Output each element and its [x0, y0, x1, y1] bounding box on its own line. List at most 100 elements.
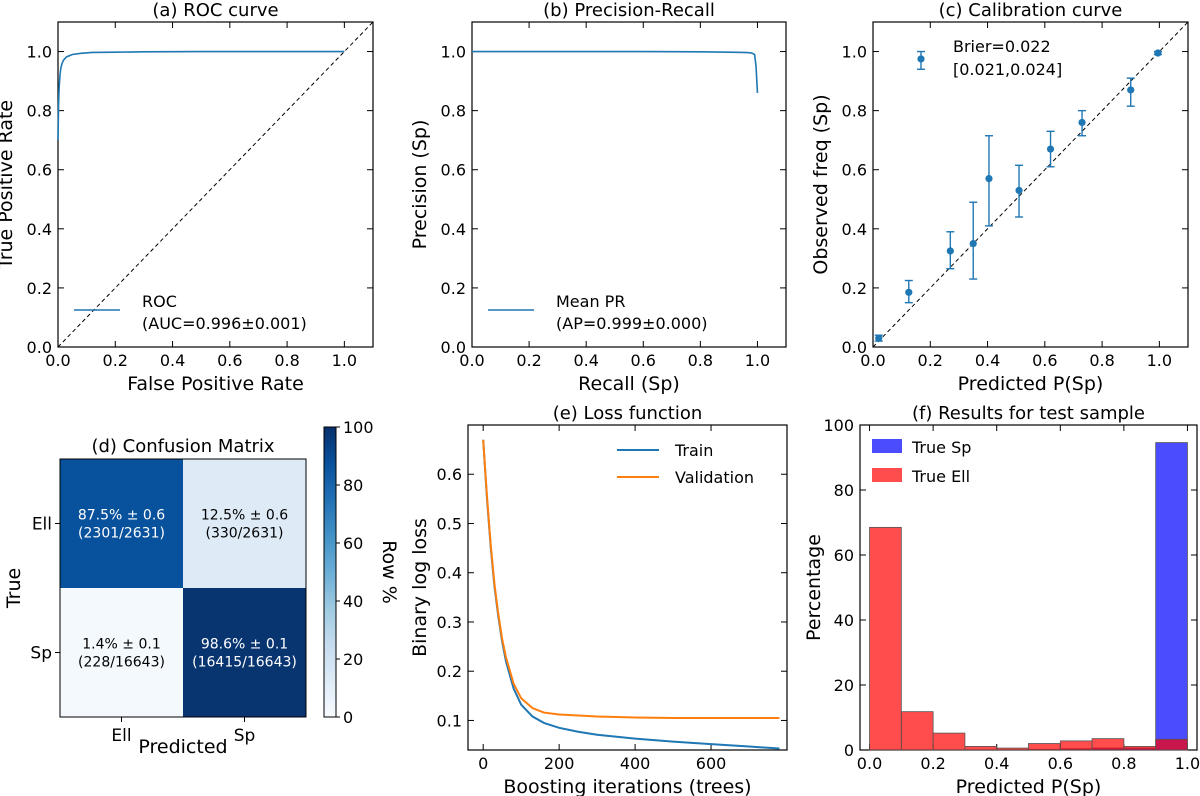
x-axis-label: Boosting iterations (trees) [503, 776, 751, 796]
x-tick-label: 0.8 [1111, 754, 1136, 773]
legend-label: Train [674, 441, 713, 460]
panel-e-loss-function: 0 200 400 600 0.1 0.2 0.3 0.4 0.5 0.6 (e) Loss fun… [409, 403, 788, 796]
cell-percentage: 12.5% ± 0.6 [201, 508, 288, 524]
x-tick-label: 0.8 [274, 351, 299, 370]
calibration-point [905, 288, 913, 296]
y-tick-label: 0.5 [437, 514, 462, 533]
x-tick-label: 0.0 [860, 351, 885, 370]
panel-b-precision-recall: 0.0 0.2 0.4 0.6 0.8 1.0 0.0 0.2 0.4 0.6 0.8 1.0 (b) … [409, 0, 787, 395]
x-tick-label: 0.6 [217, 351, 242, 370]
legend-label: [0.021,0.024] [953, 60, 1062, 79]
matrix-cell [183, 459, 306, 588]
histogram-bar [869, 526, 902, 751]
histogram-bar [1059, 740, 1093, 751]
y-tick-label: 0.0 [441, 338, 466, 357]
y-axis-label: Precision (Sp) [409, 120, 431, 250]
y-tick-label: 0.6 [437, 465, 462, 484]
col-label: Sp [234, 726, 256, 746]
cell-count: (330/2631) [206, 526, 284, 542]
x-tick-label: 600 [696, 754, 727, 773]
x-axis-label: False Positive Rate [127, 373, 304, 395]
colorbar [323, 426, 337, 718]
panel-title: (c) Calibration curve [939, 0, 1123, 21]
legend-marker [917, 55, 925, 63]
matrix-cell [60, 588, 183, 717]
colorbar-tick-label: 20 [343, 650, 363, 669]
y-tick-label: 40 [834, 611, 854, 630]
matrix-cell [183, 588, 306, 717]
calibration-point [875, 334, 883, 342]
x-tick-label: 0.8 [688, 351, 713, 370]
panel-a-roc: 0.0 0.2 0.4 0.6 0.8 1.0 0.0 0.2 0.4 0.6 0.8 1.0 (a) … [0, 0, 374, 395]
x-tick-label: 0.4 [573, 351, 598, 370]
y-tick-label: 1.0 [441, 43, 466, 62]
curve-line [57, 50, 345, 141]
x-tick-label: 0.0 [857, 754, 882, 773]
y-tick-label: 80 [834, 481, 854, 500]
histogram-bar [1155, 738, 1188, 751]
cell-count: (228/16643) [78, 655, 165, 671]
matrix-cell [60, 459, 183, 588]
panel-title: (d) Confusion Matrix [91, 436, 274, 457]
cell-percentage: 87.5% ± 0.6 [78, 508, 165, 524]
y-tick-label: 0.0 [27, 338, 52, 357]
panel-c-calibration: 0.0 0.2 0.4 0.6 0.8 1.0 0.0 0.2 0.4 0.6 0.8 1.0 (c) … [810, 0, 1189, 395]
y-axis-label: True Positive Rate [0, 100, 17, 270]
x-tick-label: 0.4 [975, 351, 1000, 370]
histogram-bar [1028, 743, 1061, 751]
row-label: Ell [32, 515, 52, 535]
panel-d-confusion-matrix: 87.5% ± 0.6 (2301/2631) 12.5% ± 0.6 (330/26… [3, 418, 400, 758]
legend-label: (AP=0.999±0.000) [556, 314, 708, 333]
panel-title: (f) Results for test sample [912, 403, 1145, 424]
colorbar-tick-label: 80 [343, 476, 363, 495]
x-tick-label: 0.0 [45, 351, 70, 370]
histogram-bar [932, 732, 966, 751]
x-axis-label: Recall (Sp) [578, 373, 680, 395]
x-tick-label: 0.8 [1089, 351, 1114, 370]
x-tick-label: 400 [620, 754, 651, 773]
colorbar-tick-label: 60 [343, 534, 363, 553]
x-tick-label: 0.6 [1032, 351, 1057, 370]
histogram-bar [1155, 442, 1188, 751]
plot-frame [57, 21, 374, 348]
y-tick-label: 0.2 [27, 279, 52, 298]
plot-frame [467, 424, 788, 751]
curve-line [472, 50, 759, 93]
histogram-bar [964, 746, 998, 751]
x-tick-label: 0.6 [1048, 754, 1073, 773]
histogram-bar [996, 747, 1029, 751]
legend-swatch [872, 468, 902, 482]
y-axis-label: Observed freq (Sp) [810, 94, 832, 274]
y-tick-label: 20 [834, 676, 854, 695]
plot-frame [859, 424, 1198, 751]
y-tick-label: 0.3 [437, 613, 462, 632]
calibration-point [1046, 145, 1055, 153]
y-tick-label: 0.2 [842, 279, 867, 298]
diagonal-reference-line [872, 21, 1189, 348]
x-tick-label: 1.0 [745, 351, 770, 370]
y-tick-label: 0.8 [27, 102, 52, 121]
legend-label: Brier=0.022 [953, 37, 1051, 56]
panel-title: (e) Loss function [553, 403, 703, 424]
x-tick-label: 0.2 [918, 351, 943, 370]
legend-label: Mean PR [556, 292, 625, 311]
diagonal-reference-line [57, 21, 374, 348]
col-label: Ell [111, 726, 131, 746]
x-tick-label: 0.2 [103, 351, 128, 370]
legend-label: (AUC=0.996±0.001) [142, 314, 307, 333]
row-label: Sp [30, 644, 52, 664]
y-tick-label: 0.6 [27, 161, 52, 180]
x-tick-label: 0.2 [516, 351, 541, 370]
colorbar-tick-label: 100 [343, 418, 374, 437]
legend-label: ROC [142, 292, 177, 311]
y-tick-label: 0.2 [437, 662, 462, 681]
x-tick-label: 1.0 [332, 351, 357, 370]
y-tick-label: 100 [823, 416, 854, 435]
x-tick-label: 0.0 [459, 351, 484, 370]
cell-percentage: 1.4% ± 0.1 [82, 637, 160, 653]
x-tick-label: 0.4 [160, 351, 185, 370]
calibration-point [1154, 49, 1162, 57]
y-tick-label: 1.0 [27, 43, 52, 62]
histogram-bar [1123, 746, 1157, 751]
x-tick-label: 200 [544, 754, 575, 773]
